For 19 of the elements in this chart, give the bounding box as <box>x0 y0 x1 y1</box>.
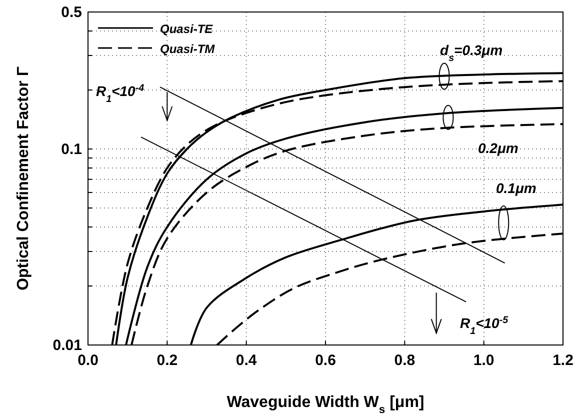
x-tick-label: 1.2 <box>552 352 574 369</box>
x-tick-label: 0.0 <box>78 352 98 369</box>
annotation: d$_{s}$=0.3μm <box>440 42 503 64</box>
annotation: 0.1μm <box>496 180 536 196</box>
x-tick-label: 0.4 <box>236 352 258 369</box>
annotation: R$_{1}$<10$^{-5}$ <box>460 314 509 336</box>
annotation: R$_{1}$<10$^{-4}$ <box>96 82 145 104</box>
x-tick-label: 0.8 <box>394 352 416 369</box>
y-tick-label: 0.5 <box>61 4 82 21</box>
y-tick-label: 0.01 <box>52 337 82 354</box>
x-axis-title: Waveguide Width W$_{s}$ [μm] <box>226 394 424 416</box>
legend-label: Quasi-TE <box>160 22 214 36</box>
x-tick-label: 0.2 <box>156 352 178 369</box>
annotation: 0.2μm <box>478 140 518 156</box>
x-tick-label: 0.6 <box>315 352 336 369</box>
legend-label: Quasi-TM <box>160 42 216 56</box>
x-tick-label: 1.0 <box>473 352 494 369</box>
y-tick-label: 0.1 <box>61 141 82 158</box>
y-axis-title: Optical Confinement Factor Γ <box>15 66 32 290</box>
